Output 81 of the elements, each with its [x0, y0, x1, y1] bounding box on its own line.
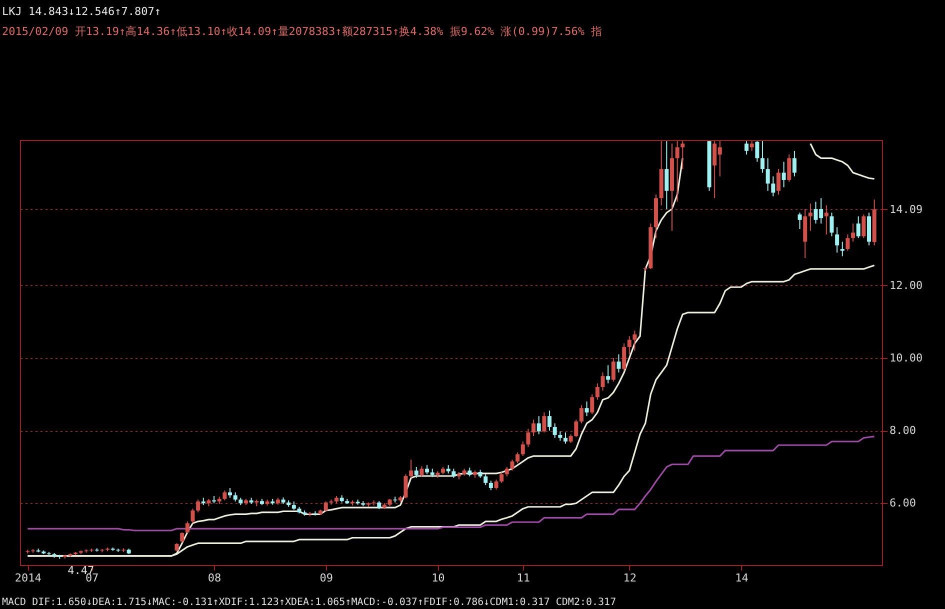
candlestick [787, 154, 792, 182]
candlestick [185, 520, 190, 534]
candlestick [862, 214, 866, 239]
x-tick-label: 09 [320, 572, 333, 584]
candlestick [584, 401, 589, 417]
y-tick-label: 14.09 [890, 202, 923, 216]
x-tick-label: 2014 [14, 572, 42, 584]
x-tick-label: 10 [432, 572, 445, 584]
candlestick [510, 459, 514, 472]
candlestick [590, 394, 594, 415]
candlestick [830, 212, 834, 237]
candlestick [846, 234, 850, 252]
candlestick [180, 532, 184, 543]
candlestick [484, 474, 488, 486]
candlestick [526, 428, 530, 448]
candlestick [532, 419, 536, 437]
candlestick [558, 430, 562, 442]
candlestick [552, 422, 557, 438]
candlestick [611, 357, 616, 382]
text: 2015/02/09 开13.19↑高14.36↑低13.10↑收14.09↑量2078383↑额287315↑换4.38% 振9.62% 涨(0.99)7.56% 指 [2, 25, 602, 38]
candlestick [744, 140, 749, 156]
y-tick-label: 10.00 [890, 351, 923, 364]
candlestick [755, 140, 760, 162]
candlestick [516, 452, 520, 464]
candlestick [233, 492, 238, 502]
x-tick-label: 14 [735, 572, 749, 584]
x-tick-label: 08 [208, 572, 222, 584]
candlestick [504, 466, 509, 477]
x-tick-label: 12 [623, 572, 637, 584]
y-tick-label: 6.00 [890, 496, 916, 510]
candlestick [324, 500, 328, 512]
candlestick [563, 432, 568, 444]
candlestick [222, 490, 227, 501]
y-tick-label: 12.00 [890, 278, 923, 292]
candlestick [500, 472, 504, 484]
candlestick [414, 466, 418, 478]
candlestick [792, 150, 796, 177]
candlestick [548, 410, 552, 432]
candlestick [425, 464, 430, 475]
candlestick [574, 419, 578, 438]
candlestick [488, 480, 493, 491]
candlestick [190, 508, 195, 524]
candlestick [776, 168, 780, 195]
candlestick [840, 241, 844, 257]
candlestick [579, 404, 584, 424]
candlestick [771, 176, 776, 197]
candlestick [632, 330, 637, 352]
y-tick-label: 8.00 [890, 424, 916, 438]
candlestick [750, 140, 754, 152]
candlestick [420, 466, 424, 477]
candlestick [680, 140, 685, 170]
candlestick [760, 140, 765, 174]
candlestick [835, 226, 840, 254]
candlestick [520, 440, 525, 457]
candlestick [494, 479, 498, 490]
candlestick [595, 382, 600, 400]
candlestick [664, 140, 669, 210]
candlestick [782, 161, 786, 188]
candlestick [808, 203, 812, 232]
candlestick [622, 342, 626, 372]
text: MACD DIF:1.650↓DEA:1.715↓MAC:-0.131↑XDIF:1.123↑XDEA:1.065↑MACD:-0.037↑FDIF:0.786↓CDM1:0.317 CDM2:0.317 [2, 597, 616, 608]
candlestick [824, 204, 828, 235]
candlestick [675, 140, 680, 202]
candlestick [536, 416, 541, 435]
candlestick [600, 372, 605, 392]
candlestick [196, 499, 200, 513]
candlestick [616, 354, 621, 373]
candlestick [798, 212, 802, 230]
line-series [26, 436, 876, 532]
candlestick [627, 336, 632, 355]
candlestick [452, 468, 456, 478]
candlestick [409, 459, 414, 478]
candlestick [542, 412, 546, 433]
candlestick [851, 223, 856, 242]
candlestick [856, 216, 860, 239]
x-tick-label: 11 [516, 572, 530, 584]
candlestick [766, 158, 770, 192]
candlestick [404, 474, 408, 499]
candlestick [228, 487, 232, 498]
candlestick [606, 364, 610, 384]
text: LKJ 14.843↓12.546↑7.807↑ [2, 5, 161, 18]
